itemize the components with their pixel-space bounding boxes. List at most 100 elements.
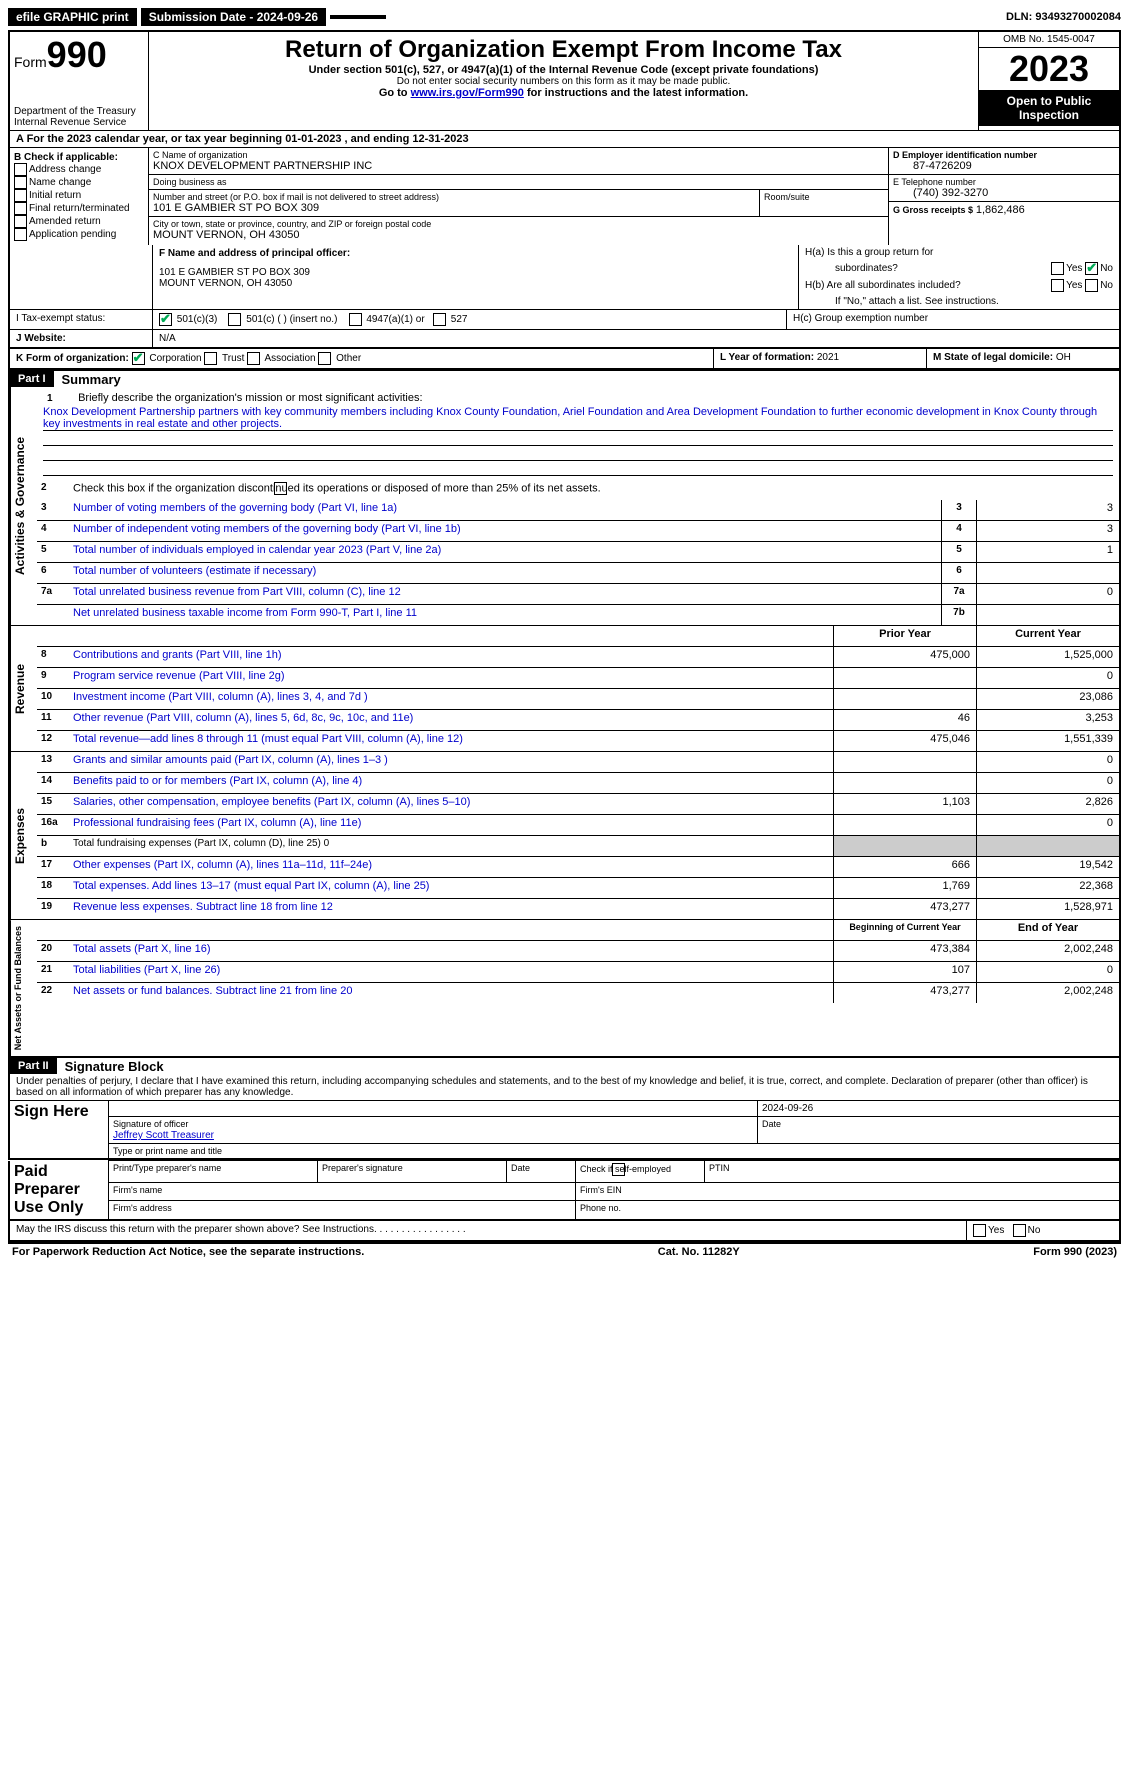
gross-label: G Gross receipts $ — [893, 205, 973, 215]
check-501c3[interactable] — [159, 313, 172, 326]
gov-line-6: 6Total number of volunteers (estimate if… — [37, 563, 1119, 584]
mission-text: Knox Development Partnership partners wi… — [43, 406, 1113, 431]
room-label: Room/suite — [764, 192, 884, 202]
irs-link[interactable]: www.irs.gov/Form990 — [411, 87, 524, 99]
goto-pre: Go to — [379, 87, 411, 99]
revenue-header: Prior Year Current Year — [37, 626, 1119, 647]
footer-mid: Cat. No. 11282Y — [658, 1246, 740, 1258]
net-line-21: 21Total liabilities (Part X, line 26)107… — [37, 962, 1119, 983]
boxl-label: L Year of formation: — [720, 352, 814, 363]
date-label: Date — [762, 1119, 781, 1129]
check-app-pending[interactable]: Application pending — [14, 228, 144, 241]
prep-name-label: Print/Type preparer's name — [109, 1161, 318, 1183]
hb-yes[interactable] — [1051, 279, 1064, 292]
check-4947[interactable] — [349, 313, 362, 326]
inspection-badge: Open to Public Inspection — [979, 90, 1119, 126]
exp-line-14: 14Benefits paid to or for members (Part … — [37, 773, 1119, 794]
check-initial-return[interactable]: Initial return — [14, 189, 144, 202]
gov-line-5: 5Total number of individuals employed in… — [37, 542, 1119, 563]
check-assoc[interactable] — [247, 352, 260, 365]
prep-sig-label: Preparer's signature — [318, 1161, 507, 1183]
mission-blank1 — [43, 431, 1113, 446]
rev-line-12: 12Total revenue—add lines 8 through 11 (… — [37, 731, 1119, 751]
discuss-text: May the IRS discuss this return with the… — [16, 1224, 377, 1235]
org-form-row: K Form of organization: Corporation Trus… — [8, 349, 1121, 370]
officer-label: F Name and address of principal officer: — [159, 248, 792, 259]
org-name-label: C Name of organization — [153, 150, 884, 160]
officer-name: Jeffrey Scott Treasurer — [113, 1130, 214, 1141]
part2-label: Part II — [10, 1058, 57, 1074]
form-number: 990 — [47, 34, 107, 75]
vert-expenses: Expenses — [10, 752, 37, 919]
vert-revenue: Revenue — [10, 626, 37, 751]
box-b-label: B Check if applicable: — [14, 152, 144, 163]
exp-line-16a: 16aProfessional fundraising fees (Part I… — [37, 815, 1119, 836]
ha-no[interactable] — [1085, 262, 1098, 275]
efile-button[interactable]: efile GRAPHIC print — [8, 8, 137, 26]
firm-phone-label: Phone no. — [576, 1201, 1121, 1220]
hc-label: H(c) Group exemption number — [787, 310, 1119, 329]
goto-post: for instructions and the latest informat… — [524, 87, 748, 99]
prep-date-label: Date — [507, 1161, 576, 1183]
part1-header: Part I Summary — [8, 370, 1121, 387]
tax-year: 2023 — [979, 48, 1119, 90]
tax-period: A For the 2023 calendar year, or tax yea… — [8, 130, 1121, 148]
check-527[interactable] — [433, 313, 446, 326]
sign-here-table: Sign Here 2024-09-26 Signature of office… — [8, 1100, 1121, 1160]
ha-label1: H(a) Is this a group return for — [805, 247, 933, 258]
check-address-change[interactable]: Address change — [14, 163, 144, 176]
part1-title: Summary — [54, 372, 121, 387]
rev-line-8: 8Contributions and grants (Part VIII, li… — [37, 647, 1119, 668]
year-formation: 2021 — [817, 352, 839, 363]
dln: DLN: 93493270002084 — [1006, 11, 1121, 23]
check-amended[interactable]: Amended return — [14, 215, 144, 228]
org-name: KNOX DEVELOPMENT PARTNERSHIP INC — [153, 160, 884, 172]
hb-label: H(b) Are all subordinates included? — [805, 280, 961, 291]
officer-addr1: 101 E GAMBIER ST PO BOX 309 — [159, 267, 792, 278]
city-label: City or town, state or province, country… — [153, 219, 884, 229]
type-name-label: Type or print name and title — [109, 1144, 1121, 1160]
check-discontinued[interactable] — [274, 482, 287, 495]
vert-netassets: Net Assets or Fund Balances — [10, 920, 37, 1056]
check-other[interactable] — [318, 352, 331, 365]
exp-line-17: 17Other expenses (Part IX, column (A), l… — [37, 857, 1119, 878]
mission-blank2 — [43, 446, 1113, 461]
city-value: MOUNT VERNON, OH 43050 — [153, 229, 884, 241]
check-final-return[interactable]: Final return/terminated — [14, 202, 144, 215]
ha-label2: subordinates? — [805, 263, 898, 274]
dept-label: Department of the Treasury Internal Reve… — [14, 106, 144, 128]
gov-line-4: 4Number of independent voting members of… — [37, 521, 1119, 542]
check-corp[interactable] — [132, 352, 145, 365]
website-value: N/A — [153, 330, 1119, 347]
firm-ein-label: Firm's EIN — [576, 1183, 1121, 1201]
check-self-employed[interactable] — [612, 1163, 625, 1176]
phone-value: (740) 392-3270 — [893, 187, 1115, 199]
netassets-section: Net Assets or Fund Balances Beginning of… — [8, 920, 1121, 1058]
gov-line-7a: 7aTotal unrelated business revenue from … — [37, 584, 1119, 605]
check-name-change[interactable]: Name change — [14, 176, 144, 189]
sign-here-label: Sign Here — [9, 1101, 109, 1160]
discuss-no[interactable] — [1013, 1224, 1026, 1237]
discuss-yes[interactable] — [973, 1224, 986, 1237]
ein-label: D Employer identification number — [893, 150, 1115, 160]
exp-line-18: 18Total expenses. Add lines 13–17 (must … — [37, 878, 1119, 899]
check-501c[interactable] — [228, 313, 241, 326]
mission-blank3 — [43, 461, 1113, 476]
paid-preparer-label: Paid Preparer Use Only — [9, 1161, 109, 1220]
hb-no[interactable] — [1085, 279, 1098, 292]
hb-note: If "No," attach a list. See instructions… — [805, 296, 999, 307]
officer-addr2: MOUNT VERNON, OH 43050 — [159, 278, 792, 289]
ha-yes[interactable] — [1051, 262, 1064, 275]
blank-button — [330, 15, 386, 19]
check-trust[interactable] — [204, 352, 217, 365]
expenses-section: Expenses 13Grants and similar amounts pa… — [8, 752, 1121, 920]
form-title: Return of Organization Exempt From Incom… — [153, 36, 974, 64]
exp-line-15: 15Salaries, other compensation, employee… — [37, 794, 1119, 815]
governance-section: Activities & Governance 1 Briefly descri… — [8, 387, 1121, 626]
exp-line-19: 19Revenue less expenses. Subtract line 1… — [37, 899, 1119, 919]
footer-left: For Paperwork Reduction Act Notice, see … — [12, 1246, 364, 1258]
form-subtitle: Under section 501(c), 527, or 4947(a)(1)… — [153, 64, 974, 76]
street-label: Number and street (or P.O. box if mail i… — [153, 192, 755, 202]
gov-line-3: 3Number of voting members of the governi… — [37, 500, 1119, 521]
part2-header: Part II Signature Block — [8, 1058, 1121, 1074]
